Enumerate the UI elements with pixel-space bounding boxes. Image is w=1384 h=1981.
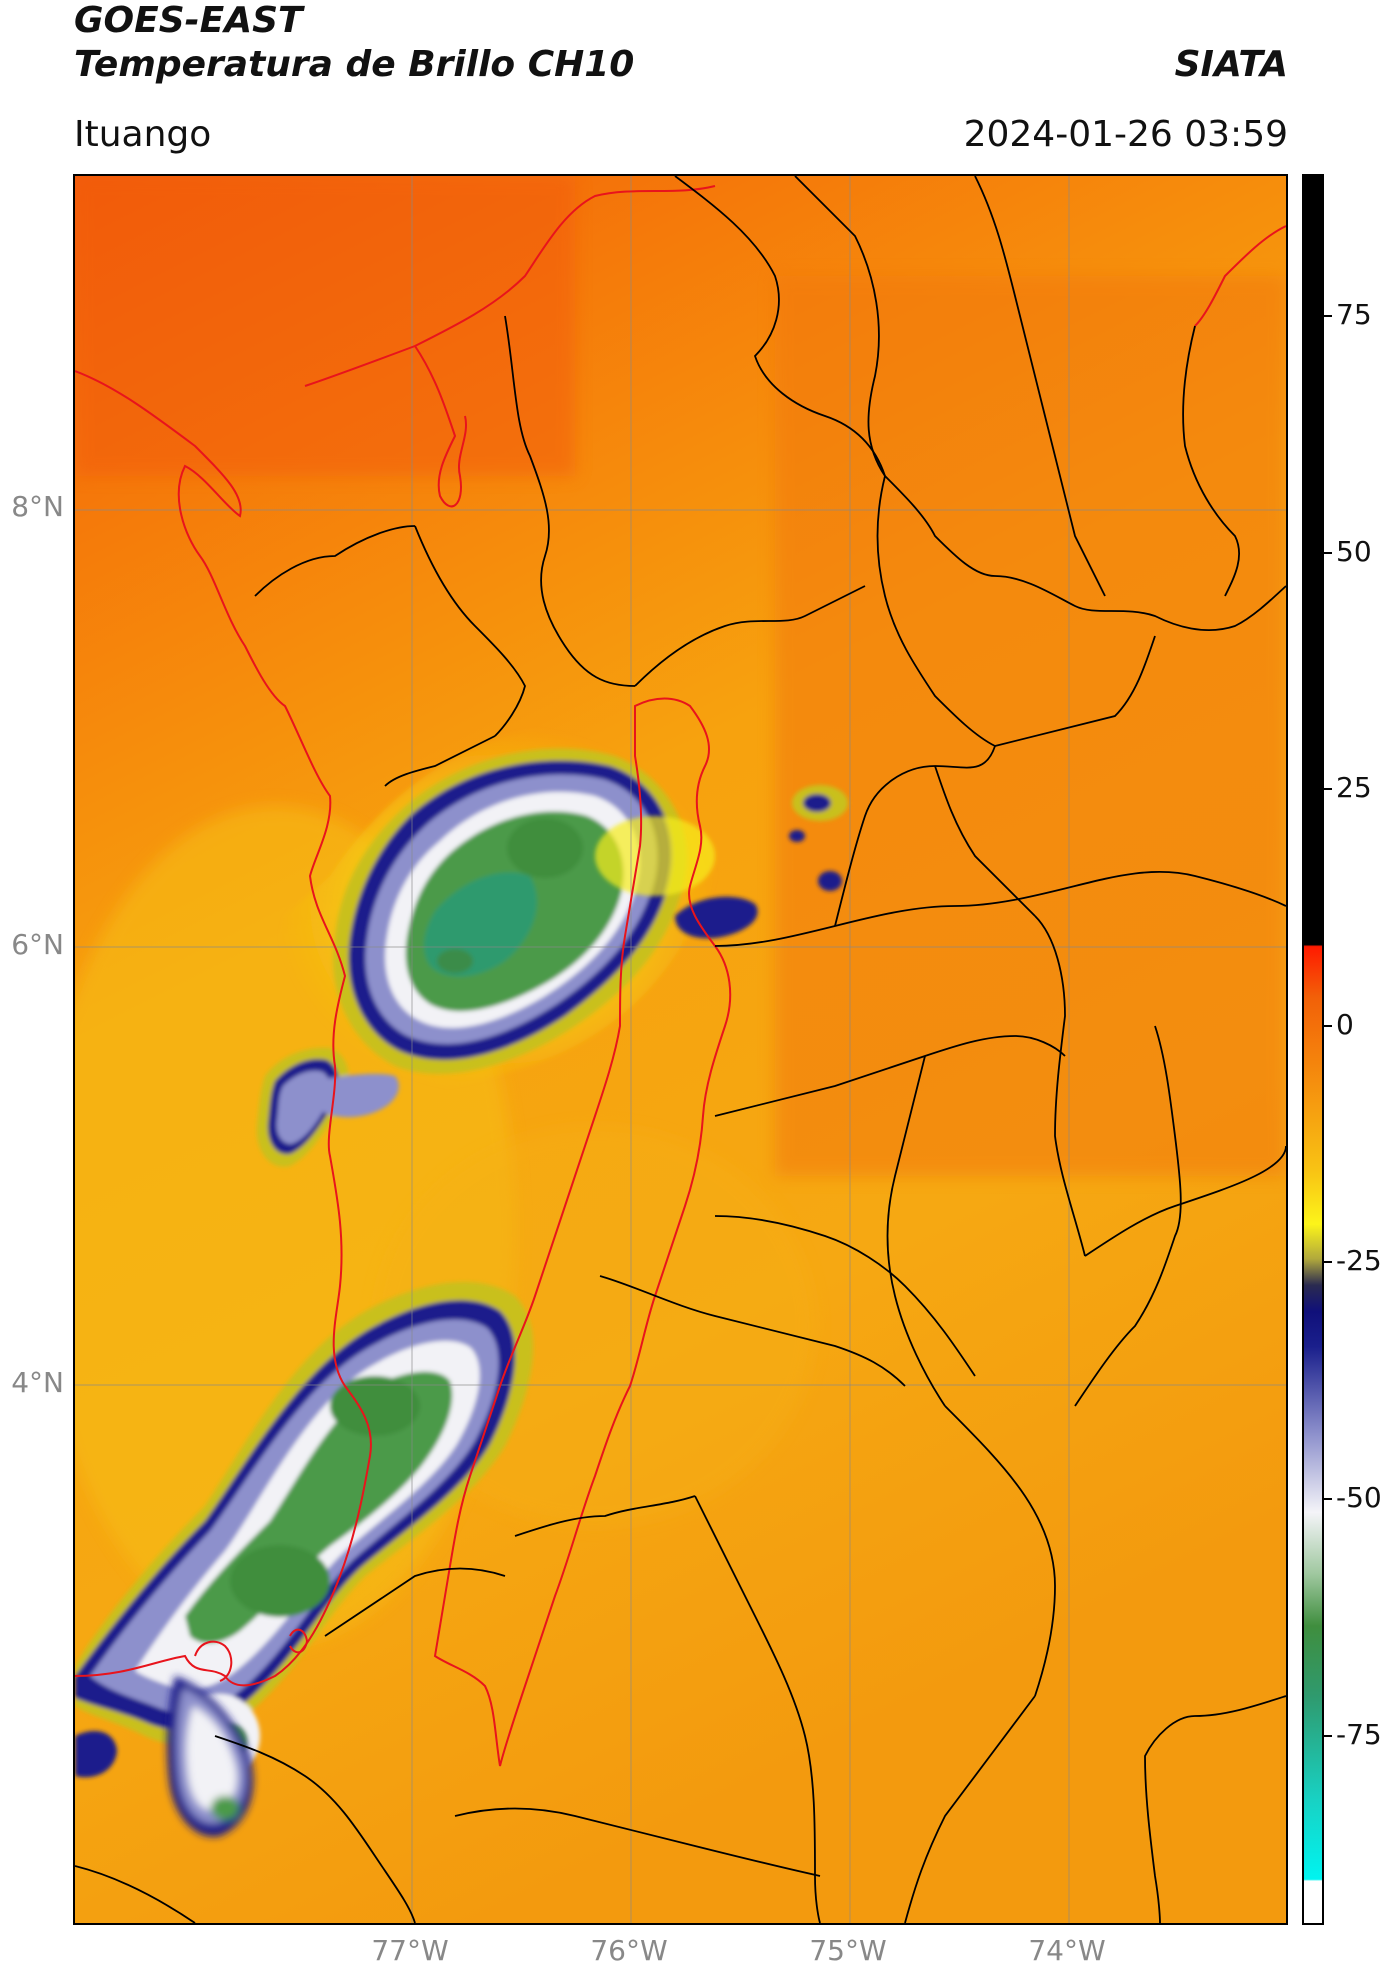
storm-cell-south: [75, 1282, 534, 1778]
colorbar-label: 75: [1336, 297, 1372, 331]
lat-label-4n: 4°N: [11, 1366, 64, 1399]
colorbar-tick: [1324, 551, 1332, 554]
admin-borders: [75, 176, 1286, 1923]
lat-label-6n: 6°N: [11, 928, 64, 961]
lon-label-77w: 77°W: [371, 1934, 449, 1967]
colorbar-tick: [1324, 314, 1332, 317]
colorbar-label: -50: [1336, 1481, 1382, 1515]
colorbar-tick: [1324, 1498, 1332, 1501]
lon-label-74w: 74°W: [1028, 1934, 1106, 1967]
lon-label-75w: 75°W: [809, 1934, 887, 1967]
lat-label-8n: 8°N: [11, 490, 64, 523]
map-canvas: [75, 176, 1286, 1923]
datetime-label: 2024-01-26 03:59: [963, 114, 1288, 155]
colorbar-tick: [1324, 1734, 1332, 1737]
colorbar-label: 0: [1336, 1007, 1354, 1041]
colorbar-label: -25: [1336, 1244, 1382, 1278]
region-label: Ituango: [74, 114, 212, 155]
colorbar-gradient: [1304, 176, 1322, 1923]
storm-cell-north: [275, 725, 722, 1094]
brand-label: SIATA: [1174, 44, 1288, 85]
brightness-temperature-map[interactable]: [73, 174, 1288, 1925]
title-line-2: Temperatura de Brillo CH10: [74, 44, 635, 85]
colorbar-tick: [1324, 1024, 1332, 1027]
graticule: [75, 176, 1286, 1923]
colorbar-label: 50: [1336, 534, 1372, 568]
lon-label-76w: 76°W: [590, 1934, 668, 1967]
colorbar-tick: [1324, 1261, 1332, 1264]
title-line-1: GOES-EAST: [74, 0, 303, 41]
colorbar-label: -75: [1336, 1717, 1382, 1751]
colorbar-tick: [1324, 788, 1332, 791]
storm-cell-north-satellite: [256, 785, 848, 1167]
coastline: [75, 185, 1286, 1687]
storm-south-tail: [167, 1676, 254, 1837]
colorbar-label: 25: [1336, 771, 1372, 805]
colorbar: [1302, 174, 1324, 1925]
ituango-boundary: [433, 697, 732, 1767]
